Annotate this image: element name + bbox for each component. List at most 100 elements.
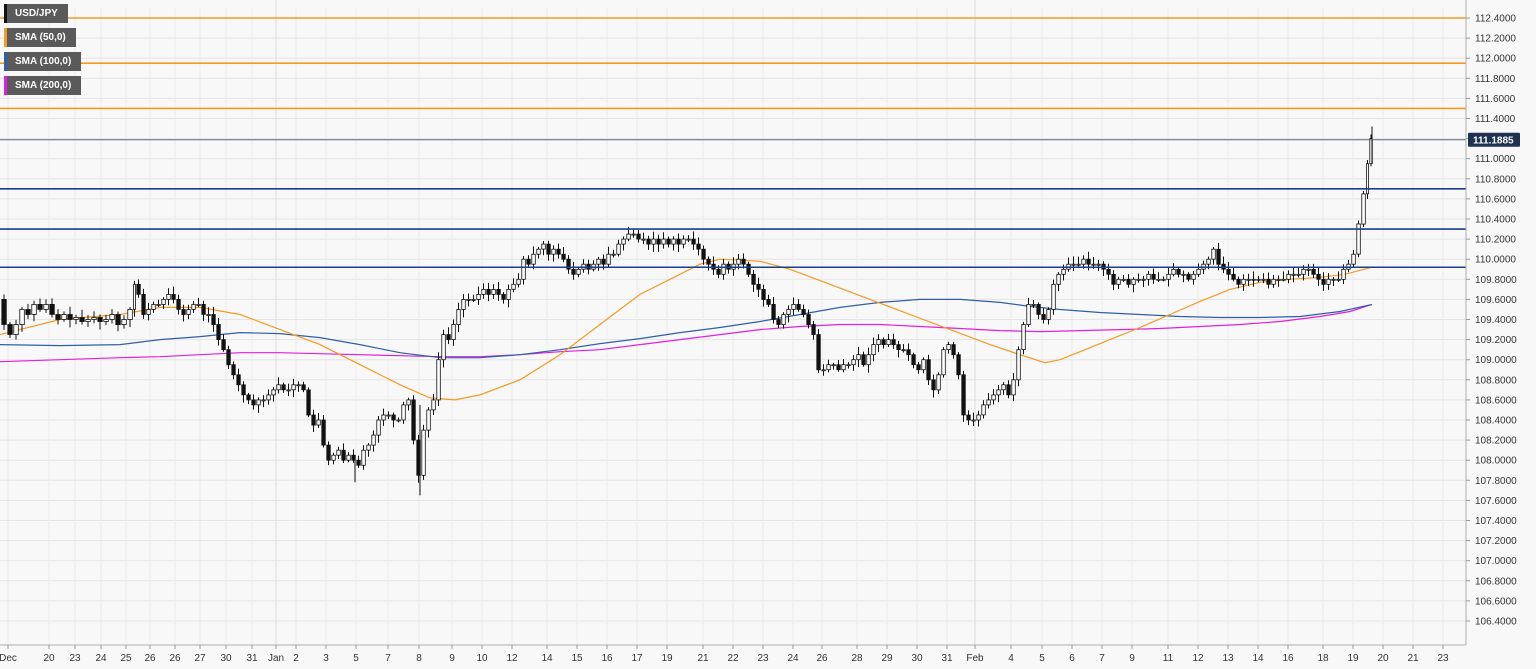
candle-down: [216, 324, 221, 341]
candle-up: [986, 399, 991, 406]
y-tick-label: 109.6000: [1475, 295, 1517, 306]
candle-down: [561, 253, 566, 260]
legend-label: SMA (200,0): [15, 80, 72, 91]
candle-up: [431, 399, 436, 411]
candle-up: [161, 298, 166, 305]
candle-up: [441, 334, 446, 361]
candle-up: [103, 319, 109, 322]
candle-up: [1296, 273, 1301, 276]
candle-up: [491, 288, 496, 295]
y-tick-label: 109.0000: [1475, 355, 1517, 366]
candle-down: [391, 414, 396, 421]
candle-up: [73, 317, 79, 320]
candle-down: [281, 384, 286, 391]
legend-item-sma200[interactable]: SMA (200,0): [4, 76, 82, 95]
legend-item-sma50[interactable]: SMA (50,0): [4, 28, 76, 47]
candle-down: [771, 303, 776, 320]
x-tick-label: 19: [1347, 653, 1359, 664]
candle-down: [7, 324, 13, 335]
candle-down: [706, 258, 711, 265]
candle-up: [436, 359, 441, 401]
legend-label: SMA (50,0): [15, 32, 66, 43]
candle-up: [521, 258, 526, 280]
x-tick-label: 24: [95, 653, 107, 664]
candle-down: [646, 238, 651, 245]
candle-up: [481, 288, 486, 295]
candle-up: [1016, 349, 1021, 381]
candle-up: [271, 389, 276, 396]
candle-down: [1316, 273, 1321, 280]
y-tick-label: 108.0000: [1475, 456, 1517, 467]
candle-up: [516, 278, 521, 285]
last-price-badge: [1468, 132, 1520, 147]
candle-down: [676, 238, 681, 245]
candle-up: [936, 374, 941, 391]
candle-up: [1011, 379, 1016, 396]
candle-up: [91, 317, 97, 320]
candle-up: [401, 404, 406, 421]
y-tick-label: 109.2000: [1475, 335, 1517, 346]
x-tick-label: 25: [120, 653, 132, 664]
x-tick-label: 21: [1407, 653, 1419, 664]
candle-up: [406, 399, 411, 406]
y-tick-label: 106.8000: [1475, 576, 1517, 587]
sma50-line: [0, 258, 1373, 401]
candle-up: [1081, 258, 1086, 265]
candle-up: [471, 298, 476, 301]
candle-up: [186, 309, 191, 315]
x-tick-label: 6: [1069, 653, 1075, 664]
candle-up: [551, 248, 556, 255]
candle-up: [876, 339, 881, 346]
candle-down: [55, 314, 61, 320]
candle-down: [816, 334, 821, 371]
candle-down: [1216, 248, 1221, 265]
candle-down: [176, 298, 181, 310]
candle-down: [25, 309, 31, 315]
sma200-line: [0, 303, 1373, 363]
candle-down: [836, 364, 841, 371]
legend-swatch: [4, 4, 7, 23]
candle-down: [696, 243, 701, 250]
candle-up: [1141, 278, 1146, 281]
candle-up: [1156, 278, 1161, 281]
y-tick-label: 110.0000: [1475, 255, 1516, 266]
candle-up: [886, 339, 891, 346]
candle-up: [85, 319, 91, 322]
candle-down: [1226, 268, 1231, 275]
candle-down: [171, 293, 176, 300]
candle-up: [1166, 273, 1171, 280]
candle-up: [1306, 268, 1311, 271]
candle-up: [541, 243, 546, 250]
candle-up: [866, 354, 871, 366]
candle-up: [266, 394, 271, 401]
candle-up: [791, 303, 796, 310]
candle-up: [336, 449, 341, 456]
x-tick-label: 31: [246, 653, 258, 664]
x-tick-label: 23: [1437, 653, 1449, 664]
x-tick-label: 23: [757, 653, 769, 664]
candle-up: [346, 454, 351, 461]
candle-up: [1096, 263, 1101, 266]
candle-down: [231, 364, 236, 376]
candle-up: [1171, 268, 1176, 275]
candle-up: [781, 314, 786, 326]
legend-swatch: [4, 76, 7, 95]
candle-up: [191, 303, 196, 310]
candle-up: [681, 238, 686, 245]
candle-up: [396, 419, 401, 422]
candle-down: [746, 263, 751, 275]
candle-up: [196, 303, 201, 306]
x-tick-label: 11: [1163, 653, 1174, 664]
candle-up: [506, 288, 511, 300]
candle-up: [316, 419, 321, 426]
legend-item-usdjpy[interactable]: USD/JPY: [4, 4, 68, 23]
candle-up: [133, 283, 136, 310]
candle-up: [361, 449, 366, 466]
legend-item-sma100[interactable]: SMA (100,0): [4, 52, 82, 71]
candle-up: [976, 414, 981, 421]
y-tick-label: 108.2000: [1475, 436, 1517, 447]
candle-down: [306, 389, 311, 416]
candle-up: [121, 319, 127, 325]
